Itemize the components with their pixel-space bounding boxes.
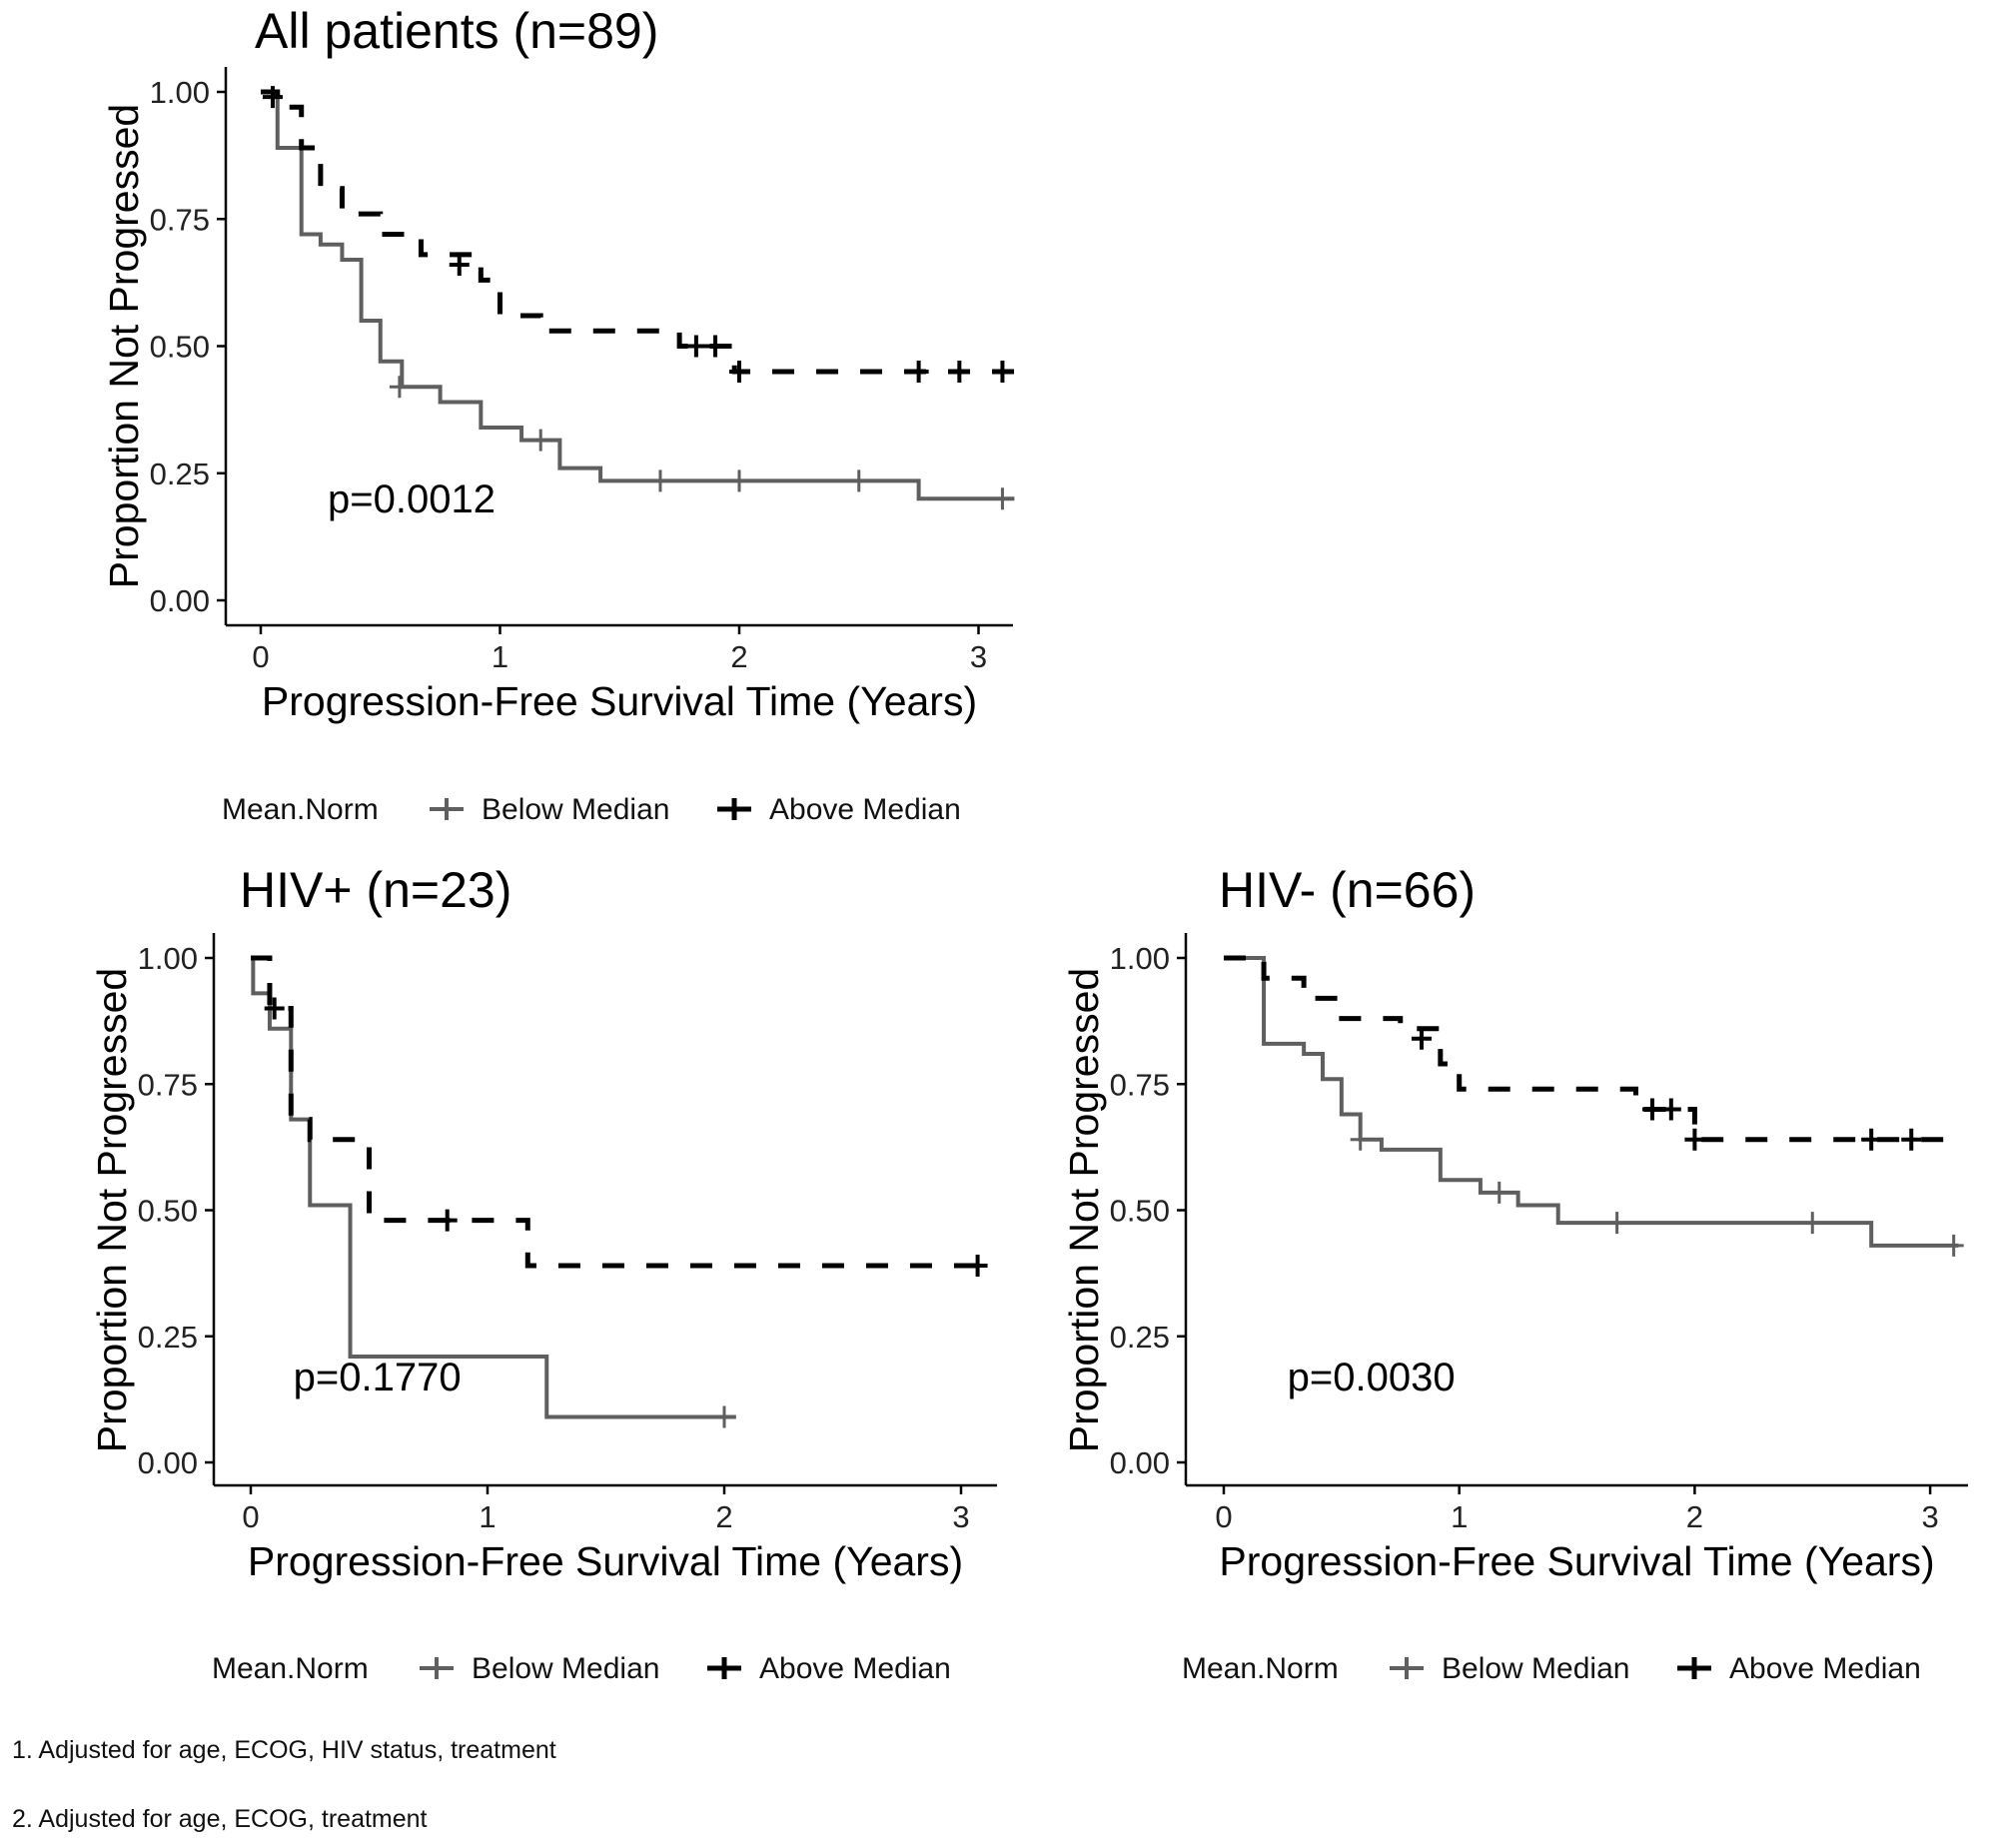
x-tick-label: 2 <box>730 639 747 674</box>
legend-key-below-median <box>420 1657 454 1679</box>
legend-label: Below Median <box>1442 1652 1629 1685</box>
censor-mark <box>437 1209 458 1232</box>
x-axis-label: Progression-Free Survival Time (Years) <box>262 678 977 724</box>
x-tick-label: 3 <box>1921 1499 1938 1534</box>
censor-mark <box>1489 1181 1509 1204</box>
x-axis-label: Progression-Free Survival Time (Years) <box>248 1538 963 1584</box>
y-tick-label: 0.25 <box>1110 1320 1170 1355</box>
legend-key-above-median <box>707 1657 741 1679</box>
legend-key-below-median <box>430 798 464 820</box>
p-value-annotation: p=0.0012 <box>328 477 496 521</box>
legend: Mean.Norm Below Median Above Median <box>1182 1652 1921 1685</box>
x-tick-label: 3 <box>952 1499 969 1534</box>
legend-title: Mean.Norm <box>222 793 379 826</box>
p-value-annotation: p=0.0030 <box>1288 1356 1456 1399</box>
censor-mark <box>1861 1128 1882 1151</box>
x-axis-label: Progression-Free Survival Time (Years) <box>1219 1538 1934 1584</box>
legend-key-below-median <box>1390 1657 1424 1679</box>
censor-mark <box>1641 1098 1662 1121</box>
censor-mark <box>705 335 726 358</box>
km-panel-3: HIV- (n=66) 0.00 0.25 0.50 0.75 1.00 0 1 2 3 Progr… <box>1061 862 1968 1685</box>
censor-mark <box>908 360 929 383</box>
y-tick-label: 0.75 <box>150 202 210 237</box>
censor-mark <box>992 487 1013 510</box>
x-tick-label: 1 <box>492 639 508 674</box>
y-tick-label: 0.50 <box>1110 1194 1170 1229</box>
legend: Mean.Norm Below Median Above Median <box>212 1652 951 1685</box>
legend-label: Below Median <box>482 793 669 826</box>
censor-mark <box>848 469 869 492</box>
censor-mark <box>530 429 551 452</box>
p-value-annotation: p=0.1770 <box>294 1356 462 1399</box>
x-tick-label: 0 <box>242 1499 259 1534</box>
footnote-1: 1. Adjusted for age, ECOG, HIV status, t… <box>12 1736 556 1764</box>
survival-curve-below-median <box>251 956 736 1419</box>
censor-mark <box>949 360 970 383</box>
censor-mark <box>1802 1212 1823 1235</box>
legend-title: Mean.Norm <box>212 1652 369 1685</box>
censor-mark <box>1660 1098 1681 1121</box>
y-tick-label: 0.25 <box>150 457 210 491</box>
survival-curve-below-median <box>1224 956 1959 1248</box>
y-tick-label: 0.25 <box>138 1320 198 1355</box>
survival-curve-above-median <box>261 89 1015 375</box>
survival-curve-below-median <box>261 90 1015 501</box>
legend-label: Above Median <box>1729 1652 1921 1685</box>
km-panel-2: HIV+ (n=23) 0.00 0.25 0.50 0.75 1.00 0 1 2 3 Progr… <box>89 862 997 1685</box>
censor-mark <box>262 86 283 109</box>
censor-mark <box>992 360 1013 383</box>
legend-key-above-median <box>1677 1657 1711 1679</box>
y-tick-label: 0.00 <box>150 583 210 618</box>
y-tick-label: 1.00 <box>1110 941 1170 976</box>
y-tick-label: 0.00 <box>138 1445 198 1480</box>
x-tick-label: 0 <box>252 639 269 674</box>
censor-mark <box>1684 1128 1705 1151</box>
km-panel-1: All patients (n=89) 0.00 0.25 0.50 0.75 1.00 0… <box>101 3 1015 826</box>
censor-mark <box>449 254 470 277</box>
censor-mark <box>649 469 670 492</box>
legend-label: Above Median <box>759 1652 951 1685</box>
legend-title: Mean.Norm <box>1182 1652 1339 1685</box>
y-axis-label: Proportion Not Progressed <box>1061 968 1107 1452</box>
legend-label: Below Median <box>472 1652 659 1685</box>
chart-title: HIV- (n=66) <box>1219 862 1476 918</box>
censor-mark <box>1606 1212 1627 1235</box>
censor-mark <box>729 360 749 383</box>
censor-mark <box>1901 1128 1922 1151</box>
y-tick-label: 0.50 <box>150 330 210 365</box>
y-tick-label: 0.00 <box>1110 1445 1170 1480</box>
x-tick-label: 1 <box>1451 1499 1468 1534</box>
y-tick-label: 1.00 <box>138 941 198 976</box>
survival-curve-above-median <box>1224 955 1959 1143</box>
x-tick-label: 2 <box>1686 1499 1703 1534</box>
censor-mark <box>1350 1128 1371 1151</box>
y-tick-label: 1.00 <box>150 75 210 110</box>
chart-title: HIV+ (n=23) <box>240 862 511 918</box>
x-tick-label: 0 <box>1215 1499 1232 1534</box>
chart-title: All patients (n=89) <box>255 3 658 59</box>
y-tick-label: 0.75 <box>138 1067 198 1102</box>
censor-mark <box>389 376 410 399</box>
legend-key-above-median <box>717 798 751 820</box>
censor-mark <box>967 1255 988 1278</box>
footnote-2: 2. Adjusted for age, ECOG, treatment <box>12 1805 428 1833</box>
x-tick-label: 3 <box>970 639 987 674</box>
legend: Mean.Norm Below Median Above Median <box>222 793 961 826</box>
survival-curve-above-median <box>251 955 990 1269</box>
censor-mark <box>714 1405 734 1428</box>
censor-mark <box>729 469 749 492</box>
y-axis-label: Proportion Not Progressed <box>89 968 135 1452</box>
legend-label: Above Median <box>769 793 961 826</box>
censor-mark <box>264 997 285 1020</box>
y-tick-label: 0.50 <box>138 1194 198 1229</box>
y-axis-label: Proportion Not Progressed <box>101 104 147 588</box>
censor-mark <box>685 335 706 358</box>
censor-mark <box>1411 1027 1432 1050</box>
x-tick-label: 2 <box>715 1499 732 1534</box>
censor-mark <box>1943 1234 1964 1257</box>
x-tick-label: 1 <box>479 1499 496 1534</box>
y-tick-label: 0.75 <box>1110 1067 1170 1102</box>
